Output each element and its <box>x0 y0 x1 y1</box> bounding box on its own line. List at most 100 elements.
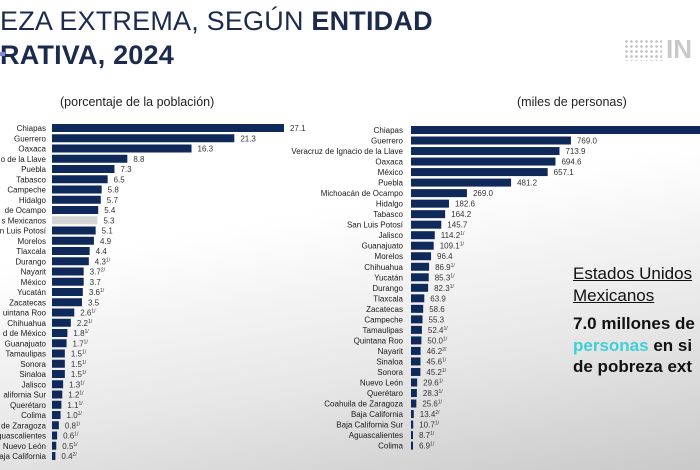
footnote-marker: 1/ <box>435 421 440 427</box>
value-label: 5.4 <box>104 206 116 215</box>
value-label: 46.22/ <box>427 347 447 356</box>
footnote-marker: 2/ <box>101 268 106 274</box>
category-label: San Luis Potosí <box>347 221 404 230</box>
category-label: Jalisco <box>22 380 47 389</box>
logo-dots-icon <box>624 38 662 61</box>
value-label: 657.1 <box>554 168 575 177</box>
category-label: Querétaro <box>367 389 404 398</box>
category-label: de Zaragoza <box>1 421 46 430</box>
right-chart-subtitle: (miles de personas) <box>517 95 627 109</box>
category-label: Chiapas <box>374 126 403 135</box>
footnote-marker: 1/ <box>430 442 435 448</box>
bar <box>52 267 84 276</box>
slide-title-line2: RATIVA, 2024 <box>0 40 174 70</box>
bar <box>52 380 64 389</box>
value-label: 96.4 <box>437 252 453 261</box>
bar <box>52 185 102 194</box>
category-label: d de México <box>3 329 47 338</box>
bar <box>411 431 413 440</box>
category-label: Veracruz de Ignacio de la Llave <box>291 147 403 156</box>
value-label: 45.21/ <box>426 368 446 377</box>
callout-heading-1: Estados Unidos <box>573 264 693 283</box>
category-label: Nuevo León <box>360 378 403 387</box>
footnote-marker: 1/ <box>80 380 85 386</box>
footnote-marker: 1/ <box>76 421 81 427</box>
value-label: 114.21/ <box>441 231 465 240</box>
value-label: 50.01/ <box>427 336 447 345</box>
bar <box>411 199 449 208</box>
value-label: 21.3 <box>240 134 256 143</box>
bar <box>411 420 414 429</box>
bar <box>52 206 99 214</box>
value-label: 0.81/ <box>65 421 81 430</box>
category-label: s Mexicanos <box>2 216 46 225</box>
bar <box>52 288 83 296</box>
category-label: de Ocampo <box>5 206 47 215</box>
bar <box>411 325 422 334</box>
footnote-marker: 1/ <box>82 350 87 356</box>
category-label: Tabasco <box>373 210 403 219</box>
category-label: Puebla <box>21 165 46 174</box>
category-label: México <box>378 168 404 177</box>
callout-highlight-2: personas <box>573 335 649 355</box>
bar <box>411 136 571 145</box>
value-label: 1.11/ <box>67 401 83 410</box>
category-label: Quintana Roo <box>354 336 404 345</box>
value-label: 1.71/ <box>73 339 89 348</box>
category-label: Colima <box>21 411 46 420</box>
category-label: Tamaulipas <box>6 350 46 359</box>
category-label: Baja California <box>351 410 404 419</box>
category-label: Aguascalientes <box>349 431 403 440</box>
footnote-marker: 1/ <box>88 319 93 325</box>
category-label: Nuevo León <box>3 442 46 451</box>
category-label: Tabasco <box>16 175 46 184</box>
bar <box>52 349 65 358</box>
bar <box>52 124 284 132</box>
category-label: Morelos <box>375 252 403 261</box>
bar <box>411 399 417 408</box>
value-label: 45.61/ <box>426 357 446 366</box>
footnote-marker: 2/ <box>442 347 447 353</box>
value-label: 182.6 <box>455 200 476 209</box>
value-label: 3.7 <box>90 278 102 287</box>
value-label: 5.3 <box>103 216 115 225</box>
bar <box>52 236 94 245</box>
footnote-marker: 1/ <box>79 391 84 397</box>
value-label: 713.9 <box>565 147 586 156</box>
callout-text-2: en si <box>648 335 693 355</box>
callout-highlight-1: 7.0 millones de <box>573 314 695 333</box>
footnote-marker: 1/ <box>79 401 84 407</box>
footnote-marker: 1/ <box>450 273 455 279</box>
bar <box>52 339 67 348</box>
logo-text: IN <box>666 34 692 64</box>
footnote-marker: 1/ <box>451 263 456 269</box>
value-label: 769.0 <box>577 137 598 146</box>
value-label: 6.91/ <box>419 442 435 451</box>
value-label: 1.51/ <box>71 360 87 369</box>
category-label: Campeche <box>7 186 46 195</box>
category-label: Chihuahua <box>364 263 403 272</box>
footnote-marker: 1/ <box>85 329 90 335</box>
footnote-marker: 1/ <box>100 288 105 294</box>
title-regular: EZA EXTREMA, SEGÚN <box>0 6 312 36</box>
category-label: n Luis Potosí <box>0 227 47 236</box>
value-label: 28.31/ <box>423 389 443 398</box>
footnote-marker: 1/ <box>450 284 455 290</box>
category-label: Puebla <box>378 179 403 188</box>
value-label: 4.4 <box>96 247 108 256</box>
bar <box>411 168 548 177</box>
footnote-marker: 1/ <box>443 336 448 342</box>
footnote-marker: 1/ <box>106 257 111 263</box>
bar <box>411 147 560 156</box>
footnote-marker: 1/ <box>74 432 79 438</box>
footnote-marker: 1/ <box>439 378 444 384</box>
bar <box>411 367 421 376</box>
footnote-marker: 1/ <box>84 339 89 345</box>
bar <box>52 411 61 419</box>
bar <box>411 231 435 240</box>
bar <box>411 410 414 419</box>
category-label: Durango <box>15 257 46 266</box>
value-label: 85.31/ <box>435 273 455 282</box>
value-label: 1.51/ <box>71 370 87 379</box>
category-label: Oaxaca <box>18 145 46 154</box>
